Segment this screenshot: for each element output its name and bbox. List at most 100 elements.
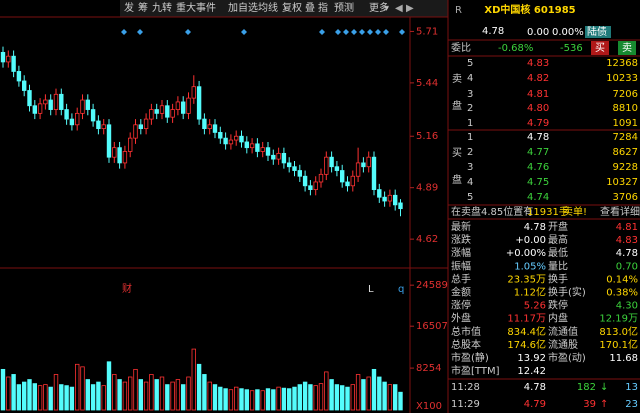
volume-bar <box>175 379 181 411</box>
label: 委比 <box>451 41 471 54</box>
level: 4 <box>467 177 473 188</box>
volume-bar <box>48 386 53 411</box>
candle-body <box>255 143 260 152</box>
event-marker[interactable] <box>375 29 381 35</box>
badge-bg <box>585 26 611 38</box>
event-marker[interactable] <box>359 29 365 35</box>
stat-value: 13.92 <box>517 353 546 364</box>
volume-bar <box>387 384 393 411</box>
level-price: 4.75 <box>527 177 549 188</box>
level-price: 4.74 <box>527 192 549 203</box>
candle-body <box>143 118 149 130</box>
event-marker[interactable] <box>121 29 127 35</box>
candle-body <box>334 166 340 171</box>
toolbar-icon[interactable]: ▶ <box>406 3 414 14</box>
event-marker[interactable] <box>319 29 325 35</box>
candle-body <box>387 194 393 202</box>
stat-value: 174.6亿 <box>507 338 546 351</box>
candle-body <box>122 151 128 164</box>
stat-label: 金额 <box>451 286 471 299</box>
event-marker[interactable] <box>399 29 405 35</box>
volume-bar <box>313 385 318 411</box>
candle-body <box>318 173 324 183</box>
notice-alert: 卖单! <box>563 206 587 218</box>
candle-body <box>260 147 265 152</box>
candle-body <box>398 202 403 210</box>
event-marker[interactable] <box>241 29 247 35</box>
stat-value: 23.35万 <box>507 274 546 285</box>
candle-body <box>297 170 302 177</box>
price: 4.78 <box>482 26 504 37</box>
stat-label: 总市值 <box>451 325 481 338</box>
level-qty: 7284 <box>613 132 638 143</box>
volume-bar <box>355 374 361 411</box>
diff: -536 <box>560 43 583 54</box>
volume-bar <box>398 391 403 411</box>
notice-link: 查看详细 <box>600 205 640 218</box>
event-marker[interactable] <box>383 29 389 35</box>
event-marker[interactable] <box>335 29 341 35</box>
toolbar-button: 叠 <box>305 2 315 14</box>
candle-body <box>249 143 255 149</box>
badge: 陆债 <box>587 25 607 38</box>
stat-label: 跌停 <box>548 299 568 312</box>
volume-bar <box>345 386 350 411</box>
candle-body <box>64 109 69 120</box>
volume-bar <box>149 374 154 411</box>
toolbar-button: 均线 <box>258 1 278 14</box>
stat-label: 最高 <box>548 233 568 246</box>
candle-body <box>286 162 292 168</box>
volume-bar <box>334 384 340 411</box>
candle-body <box>244 141 249 149</box>
tick-time: 11:28 <box>451 382 480 393</box>
stat-value: 0.38% <box>606 288 638 299</box>
volume-bar <box>255 389 260 411</box>
candle-body <box>43 99 48 105</box>
stat-value: 11.17万 <box>507 314 546 325</box>
candle-body <box>175 101 181 110</box>
stat-label: 市盈(动) <box>548 351 586 364</box>
change: 0.00 <box>527 27 549 38</box>
volume-bar <box>276 386 281 411</box>
event-marker[interactable] <box>185 29 191 35</box>
side-label: 卖 <box>452 73 462 85</box>
candle-body <box>6 55 11 63</box>
candle-body <box>80 99 85 114</box>
stat-label: 市盈[TTM] <box>451 364 500 377</box>
candle-body <box>191 86 196 99</box>
level-price: 4.81 <box>527 89 549 100</box>
volume-bar <box>286 388 292 411</box>
toolbar-icon[interactable]: ▾ <box>384 3 389 14</box>
toolbar-button: 九转 <box>152 1 172 14</box>
stat-value: 813.0亿 <box>599 325 638 338</box>
notice: 在卖盘4.85位置有 <box>451 205 533 218</box>
event-marker[interactable] <box>137 29 143 35</box>
volume-bar <box>233 386 239 411</box>
volume-bar <box>32 383 37 411</box>
volume-bar <box>239 388 244 411</box>
volume-bar <box>223 388 228 411</box>
volume-bar <box>292 386 297 411</box>
stat-label: 量比 <box>548 260 568 272</box>
volume-bar <box>112 374 117 411</box>
candle-body <box>350 175 355 187</box>
event-marker[interactable] <box>343 29 349 35</box>
level: 2 <box>467 103 473 114</box>
toolbar-icon[interactable]: ◀ <box>395 3 403 14</box>
tick-direction: ↑ <box>600 399 608 410</box>
candle-body <box>382 196 387 202</box>
candle-body <box>212 124 218 133</box>
event-marker[interactable] <box>351 29 357 35</box>
volume-bar <box>371 368 377 411</box>
stat-value: 4.78 <box>524 222 546 233</box>
candle-body <box>37 103 43 114</box>
level-price: 4.78 <box>527 132 549 143</box>
toolbar-button: 发 <box>124 1 134 14</box>
sell-button: 卖 <box>622 42 632 54</box>
stat-value: 11.68 <box>609 353 638 364</box>
event-marker[interactable] <box>367 29 373 35</box>
sell-btn-bg[interactable] <box>618 41 636 55</box>
side-label: 买 <box>452 147 462 159</box>
buy-btn-bg[interactable] <box>591 41 609 55</box>
candle-body <box>180 101 186 114</box>
